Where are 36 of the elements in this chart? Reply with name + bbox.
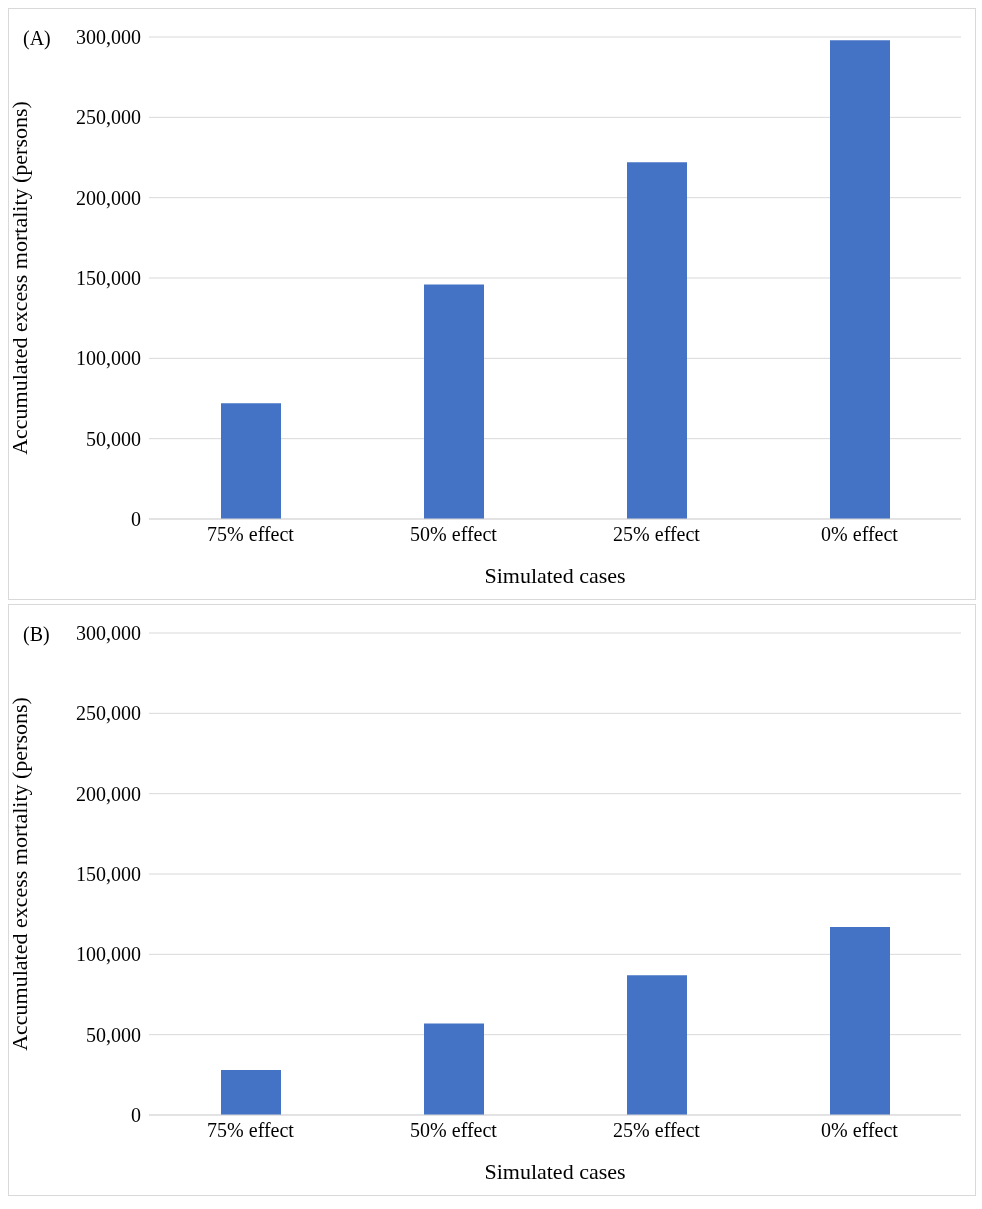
x-tick-label: 0% effect — [821, 523, 899, 546]
x-tick-label: 50% effect — [410, 523, 498, 546]
bar — [424, 1023, 484, 1115]
y-tick-label: 250,000 — [76, 106, 141, 129]
y-tick-label: 300,000 — [76, 26, 141, 49]
chart-title: (A) — [23, 27, 51, 50]
x-axis-title: Simulated cases — [484, 1159, 626, 1184]
y-tick-label: 100,000 — [76, 347, 141, 370]
y-tick-label: 0 — [131, 1104, 141, 1127]
x-tick-label: 25% effect — [613, 1119, 701, 1142]
y-axis-title: Accumulated excess mortality (persons) — [6, 697, 32, 1051]
x-tick-label: 75% effect — [207, 1119, 295, 1142]
y-tick-label: 150,000 — [76, 267, 141, 290]
bar — [627, 162, 687, 519]
x-tick-label: 50% effect — [410, 1119, 498, 1142]
bar — [221, 1070, 281, 1115]
chart-title: (B) — [23, 623, 50, 646]
y-axis-title: Accumulated excess mortality (persons) — [6, 101, 32, 455]
x-tick-label: 25% effect — [613, 523, 701, 546]
y-tick-label: 200,000 — [76, 782, 141, 805]
bar — [830, 40, 890, 519]
y-tick-label: 50,000 — [86, 1023, 141, 1046]
x-tick-label: 0% effect — [821, 1119, 899, 1142]
bar — [424, 284, 484, 519]
y-tick-label: 100,000 — [76, 943, 141, 966]
x-tick-label: 75% effect — [207, 523, 295, 546]
y-tick-label: 250,000 — [76, 702, 141, 725]
y-tick-label: 200,000 — [76, 186, 141, 209]
y-tick-label: 150,000 — [76, 863, 141, 886]
y-tick-label: 0 — [131, 508, 141, 531]
y-tick-label: 300,000 — [76, 622, 141, 645]
bar — [830, 927, 890, 1115]
bar — [627, 975, 687, 1115]
bar — [221, 403, 281, 519]
y-tick-label: 50,000 — [86, 427, 141, 450]
x-axis-title: Simulated cases — [484, 563, 626, 588]
